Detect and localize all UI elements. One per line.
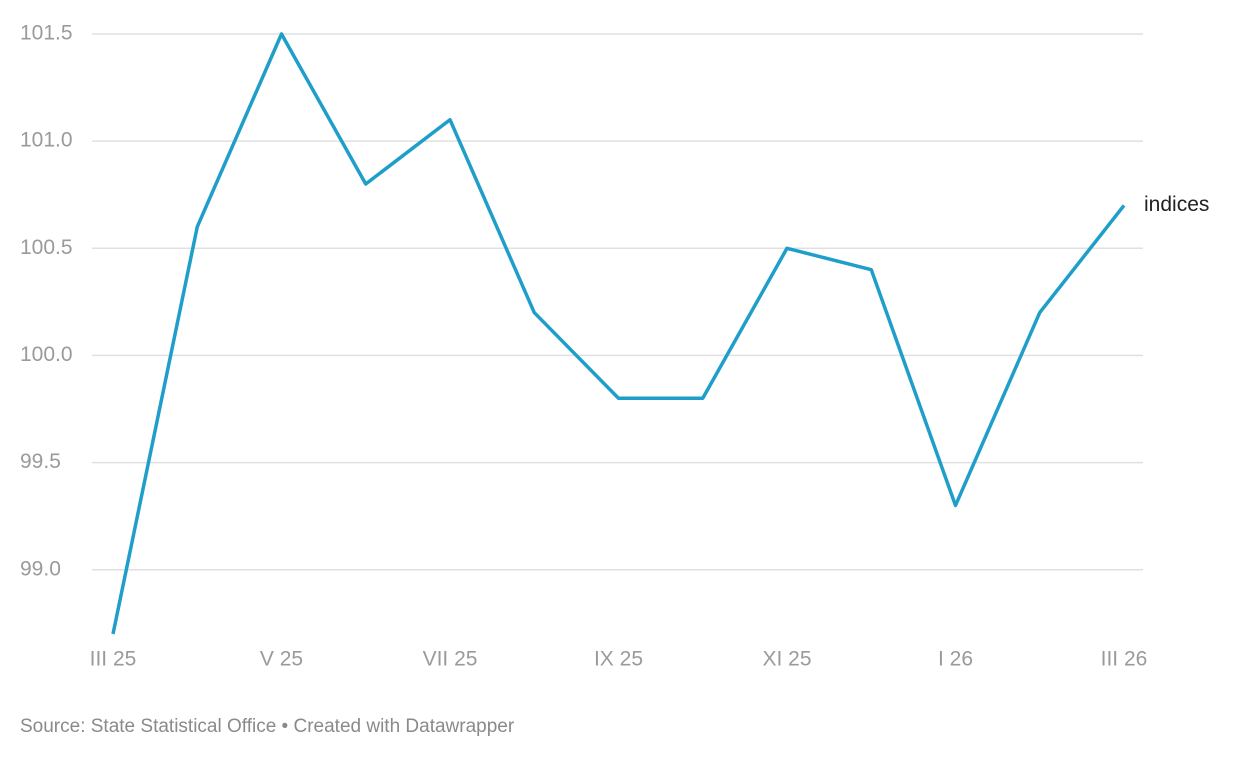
y-tick-label: 99.0 — [20, 557, 61, 580]
y-tick-label: 101.5 — [20, 22, 73, 45]
source-note: Source: State Statistical Office • Creat… — [20, 716, 515, 737]
x-tick-label: IX 25 — [594, 648, 643, 671]
y-tick-label: 101.0 — [20, 129, 73, 152]
data-line — [111, 32, 1126, 635]
y-tick-label: 99.5 — [20, 450, 61, 473]
series-label: indices — [1144, 193, 1209, 216]
y-tick-label: 100.5 — [20, 236, 73, 259]
y-tick-label: 100.0 — [20, 343, 73, 366]
x-tick-label: III 25 — [90, 648, 137, 671]
x-tick-label: I 26 — [938, 648, 973, 671]
x-tick-label: V 25 — [260, 648, 303, 671]
x-tick-label: XI 25 — [762, 648, 811, 671]
x-tick-label: III 26 — [1101, 648, 1148, 671]
x-tick-label: VII 25 — [423, 648, 478, 671]
